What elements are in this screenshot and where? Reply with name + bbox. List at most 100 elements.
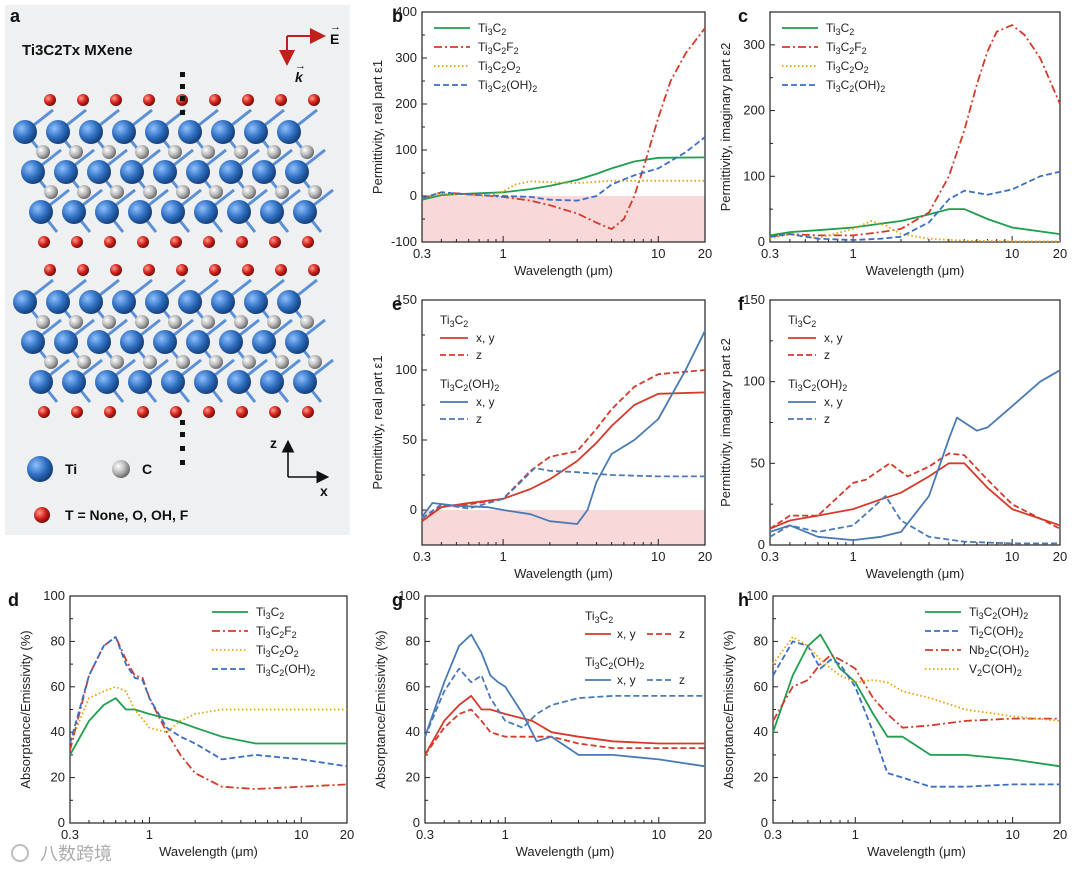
legend-label: Ti3​C2​ bbox=[256, 605, 284, 621]
y-tick-label: 80 bbox=[754, 633, 768, 648]
ellipsis-dot bbox=[180, 72, 185, 77]
panel-label: c bbox=[738, 6, 748, 26]
series-line bbox=[69, 636, 348, 768]
ti-atom bbox=[293, 370, 317, 394]
ellipsis-dot bbox=[180, 446, 185, 451]
plot-frame bbox=[69, 595, 348, 824]
c-atom bbox=[275, 355, 289, 369]
ti-atom bbox=[244, 290, 268, 314]
x-tick-label: 0.3 bbox=[761, 549, 779, 564]
y-tick-label: 40 bbox=[754, 724, 768, 739]
legend-label: Ti3​C2​F2​ bbox=[826, 40, 867, 56]
ti-atom bbox=[211, 120, 235, 144]
t-atom bbox=[242, 94, 254, 106]
ti-atom bbox=[95, 200, 119, 224]
ti-atom bbox=[252, 160, 276, 184]
ti-atom bbox=[29, 370, 53, 394]
x-tick-label: 0.3 bbox=[413, 549, 431, 564]
t-atom bbox=[275, 94, 287, 106]
c-atom bbox=[201, 145, 215, 159]
chart-panel-g: g 0 20 40 60 80 100 0.3 1 10 20 Wavelength (μm) Abso… bbox=[373, 588, 712, 859]
ti-atom bbox=[293, 200, 317, 224]
y-tick-label: 150 bbox=[743, 292, 765, 307]
t-atom bbox=[275, 264, 287, 276]
ti-atom bbox=[211, 290, 235, 314]
atom-legend: Ti C T = None, O, OH, F bbox=[27, 456, 189, 523]
x-tick-label: 20 bbox=[698, 827, 712, 842]
ti-atom bbox=[178, 290, 202, 314]
c-atom bbox=[110, 355, 124, 369]
ti-atom bbox=[227, 200, 251, 224]
ti-atom bbox=[161, 200, 185, 224]
ti-atom bbox=[112, 290, 136, 314]
chart-panel-e: e 0 50 100 150 0.3 1 10 20 Wavelength (μm) Permitt… bbox=[370, 292, 712, 581]
y-axis-label: Permittivity, real part ε1 bbox=[370, 355, 385, 489]
series-line bbox=[424, 667, 705, 738]
upper-mxene-layer bbox=[13, 94, 334, 248]
legend-label: V2​C(OH)2​ bbox=[969, 662, 1022, 678]
plot-frame bbox=[769, 299, 1061, 546]
series-line bbox=[769, 369, 1061, 541]
y-tick-label: 300 bbox=[743, 37, 765, 52]
k-vector-mark: → bbox=[295, 60, 306, 72]
c-atom bbox=[242, 185, 256, 199]
c-atom bbox=[308, 185, 322, 199]
c-atom bbox=[209, 185, 223, 199]
series-line bbox=[421, 369, 706, 522]
c-atom bbox=[36, 145, 50, 159]
plot-frame bbox=[769, 11, 1061, 243]
legend-label: Ti3​C2​(OH)2​ bbox=[256, 662, 315, 678]
ti-atom bbox=[145, 120, 169, 144]
t-atom bbox=[77, 264, 89, 276]
y-tick-label: 20 bbox=[51, 770, 65, 785]
ti-atom bbox=[79, 120, 103, 144]
series-line bbox=[769, 452, 1061, 530]
legend-label: Ti3​C2​(OH)2​ bbox=[826, 78, 885, 94]
ti-atom bbox=[29, 200, 53, 224]
x-tick-label: 10 bbox=[1005, 827, 1019, 842]
t-atom bbox=[209, 94, 221, 106]
c-atom bbox=[234, 315, 248, 329]
t-atom bbox=[203, 236, 215, 248]
ti-atom bbox=[21, 160, 45, 184]
legend-label: Ti3​C2​O2​ bbox=[256, 643, 299, 659]
t-atom bbox=[44, 94, 56, 106]
legend-label: x, y bbox=[476, 331, 495, 345]
ti-atom bbox=[186, 160, 210, 184]
y-tick-label: 0 bbox=[410, 188, 417, 203]
y-tick-label: 100 bbox=[743, 374, 765, 389]
t-atom bbox=[176, 264, 188, 276]
y-tick-label: 100 bbox=[743, 168, 765, 183]
legend-group-title: Ti3​C2​(OH)2​ bbox=[788, 377, 847, 393]
y-axis-label: Absorptance/Emissivity (%) bbox=[373, 630, 388, 788]
series-line bbox=[421, 330, 706, 525]
x-axis-label: Wavelength (μm) bbox=[514, 263, 613, 278]
t-atom bbox=[170, 406, 182, 418]
c-atom bbox=[176, 355, 190, 369]
series-line bbox=[769, 208, 1061, 237]
x-tick-label: 20 bbox=[698, 246, 712, 261]
legend-label: z bbox=[679, 673, 685, 687]
x-axis-label: Wavelength (μm) bbox=[866, 566, 965, 581]
t-atom bbox=[242, 264, 254, 276]
ti-atom bbox=[194, 200, 218, 224]
ti-atom bbox=[145, 290, 169, 314]
y-tick-label: 100 bbox=[43, 588, 65, 603]
panel-label: h bbox=[738, 590, 749, 610]
ti-atom bbox=[62, 370, 86, 394]
t-atom bbox=[110, 264, 122, 276]
series-line bbox=[772, 636, 1061, 722]
y-axis-label: Permittivity, real part ε1 bbox=[370, 60, 385, 194]
series-line bbox=[421, 391, 706, 522]
x-tick-label: 1 bbox=[146, 827, 153, 842]
t-atom bbox=[308, 94, 320, 106]
series-line bbox=[772, 633, 1061, 768]
ti-atom bbox=[194, 370, 218, 394]
y-tick-label: 50 bbox=[403, 432, 417, 447]
ti-atom bbox=[46, 120, 70, 144]
series-line bbox=[772, 640, 1060, 788]
panel-label: g bbox=[392, 590, 403, 610]
crystal-structure bbox=[13, 72, 334, 465]
ti-atom-swatch bbox=[27, 456, 53, 482]
